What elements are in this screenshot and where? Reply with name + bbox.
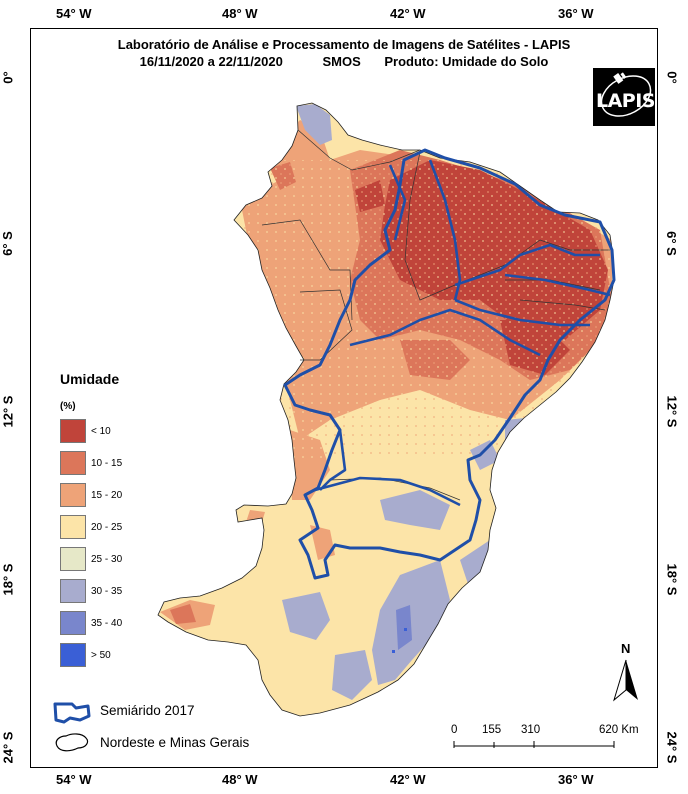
scale-label: 620 Km xyxy=(599,724,639,736)
map-title: Laboratório de Análise e Processamento d… xyxy=(30,36,658,70)
sensor-text: SMOS xyxy=(322,54,361,69)
legend-label: 20 - 25 xyxy=(91,522,123,533)
legend-swatch xyxy=(60,643,86,667)
scale-bar xyxy=(453,741,615,748)
legend-swatch xyxy=(60,419,86,443)
scale-label: 155 xyxy=(482,724,502,736)
legend-label: 10 - 15 xyxy=(91,458,123,469)
legend-swatch xyxy=(60,515,86,539)
logo-text: LAPIS xyxy=(596,90,656,112)
lon-tick-bottom: 36° W xyxy=(558,772,594,787)
legend-label: 15 - 20 xyxy=(91,490,123,501)
legend-label: 25 - 30 xyxy=(91,554,123,565)
product-text: Produto: Umidade do Solo xyxy=(384,54,549,69)
lon-tick-top: 36° W xyxy=(558,6,594,21)
lon-tick-top: 42° W xyxy=(390,6,426,21)
legend-swatch xyxy=(60,547,86,571)
legend-swatch xyxy=(60,579,86,603)
lon-tick-top: 54° W xyxy=(56,6,92,21)
legend-swatch xyxy=(60,611,86,635)
semiarid-legend-symbol xyxy=(53,702,91,724)
lon-tick-bottom: 48° W xyxy=(222,772,258,787)
legend-swatch xyxy=(60,483,86,507)
period-text: 16/11/2020 a 22/11/2020 xyxy=(139,54,283,69)
scale-label: 310 xyxy=(521,724,541,736)
north-arrow-icon xyxy=(613,659,638,702)
lon-tick-top: 48° W xyxy=(222,6,258,21)
lon-tick-bottom: 42° W xyxy=(390,772,426,787)
lon-tick-bottom: 54° W xyxy=(56,772,92,787)
region-legend-symbol xyxy=(55,733,89,752)
satellite-icon xyxy=(600,72,652,117)
legend-unit: (%) xyxy=(60,401,76,412)
legend-label: > 50 xyxy=(91,650,111,661)
north-label: N xyxy=(621,641,631,656)
region-legend-label: Nordeste e Minas Gerais xyxy=(100,735,250,750)
scale-label: 0 xyxy=(451,724,458,736)
semiarid-legend-label: Semiárido 2017 xyxy=(100,703,195,718)
lapis-logo: LAPIS xyxy=(593,68,656,126)
title-line: Laboratório de Análise e Processamento d… xyxy=(117,37,571,52)
legend-label: < 10 xyxy=(91,426,111,437)
legend-label: 30 - 35 xyxy=(91,586,123,597)
legend-label: 35 - 40 xyxy=(91,618,123,629)
legend-swatch xyxy=(60,451,86,475)
legend-title: Umidade xyxy=(60,371,120,387)
